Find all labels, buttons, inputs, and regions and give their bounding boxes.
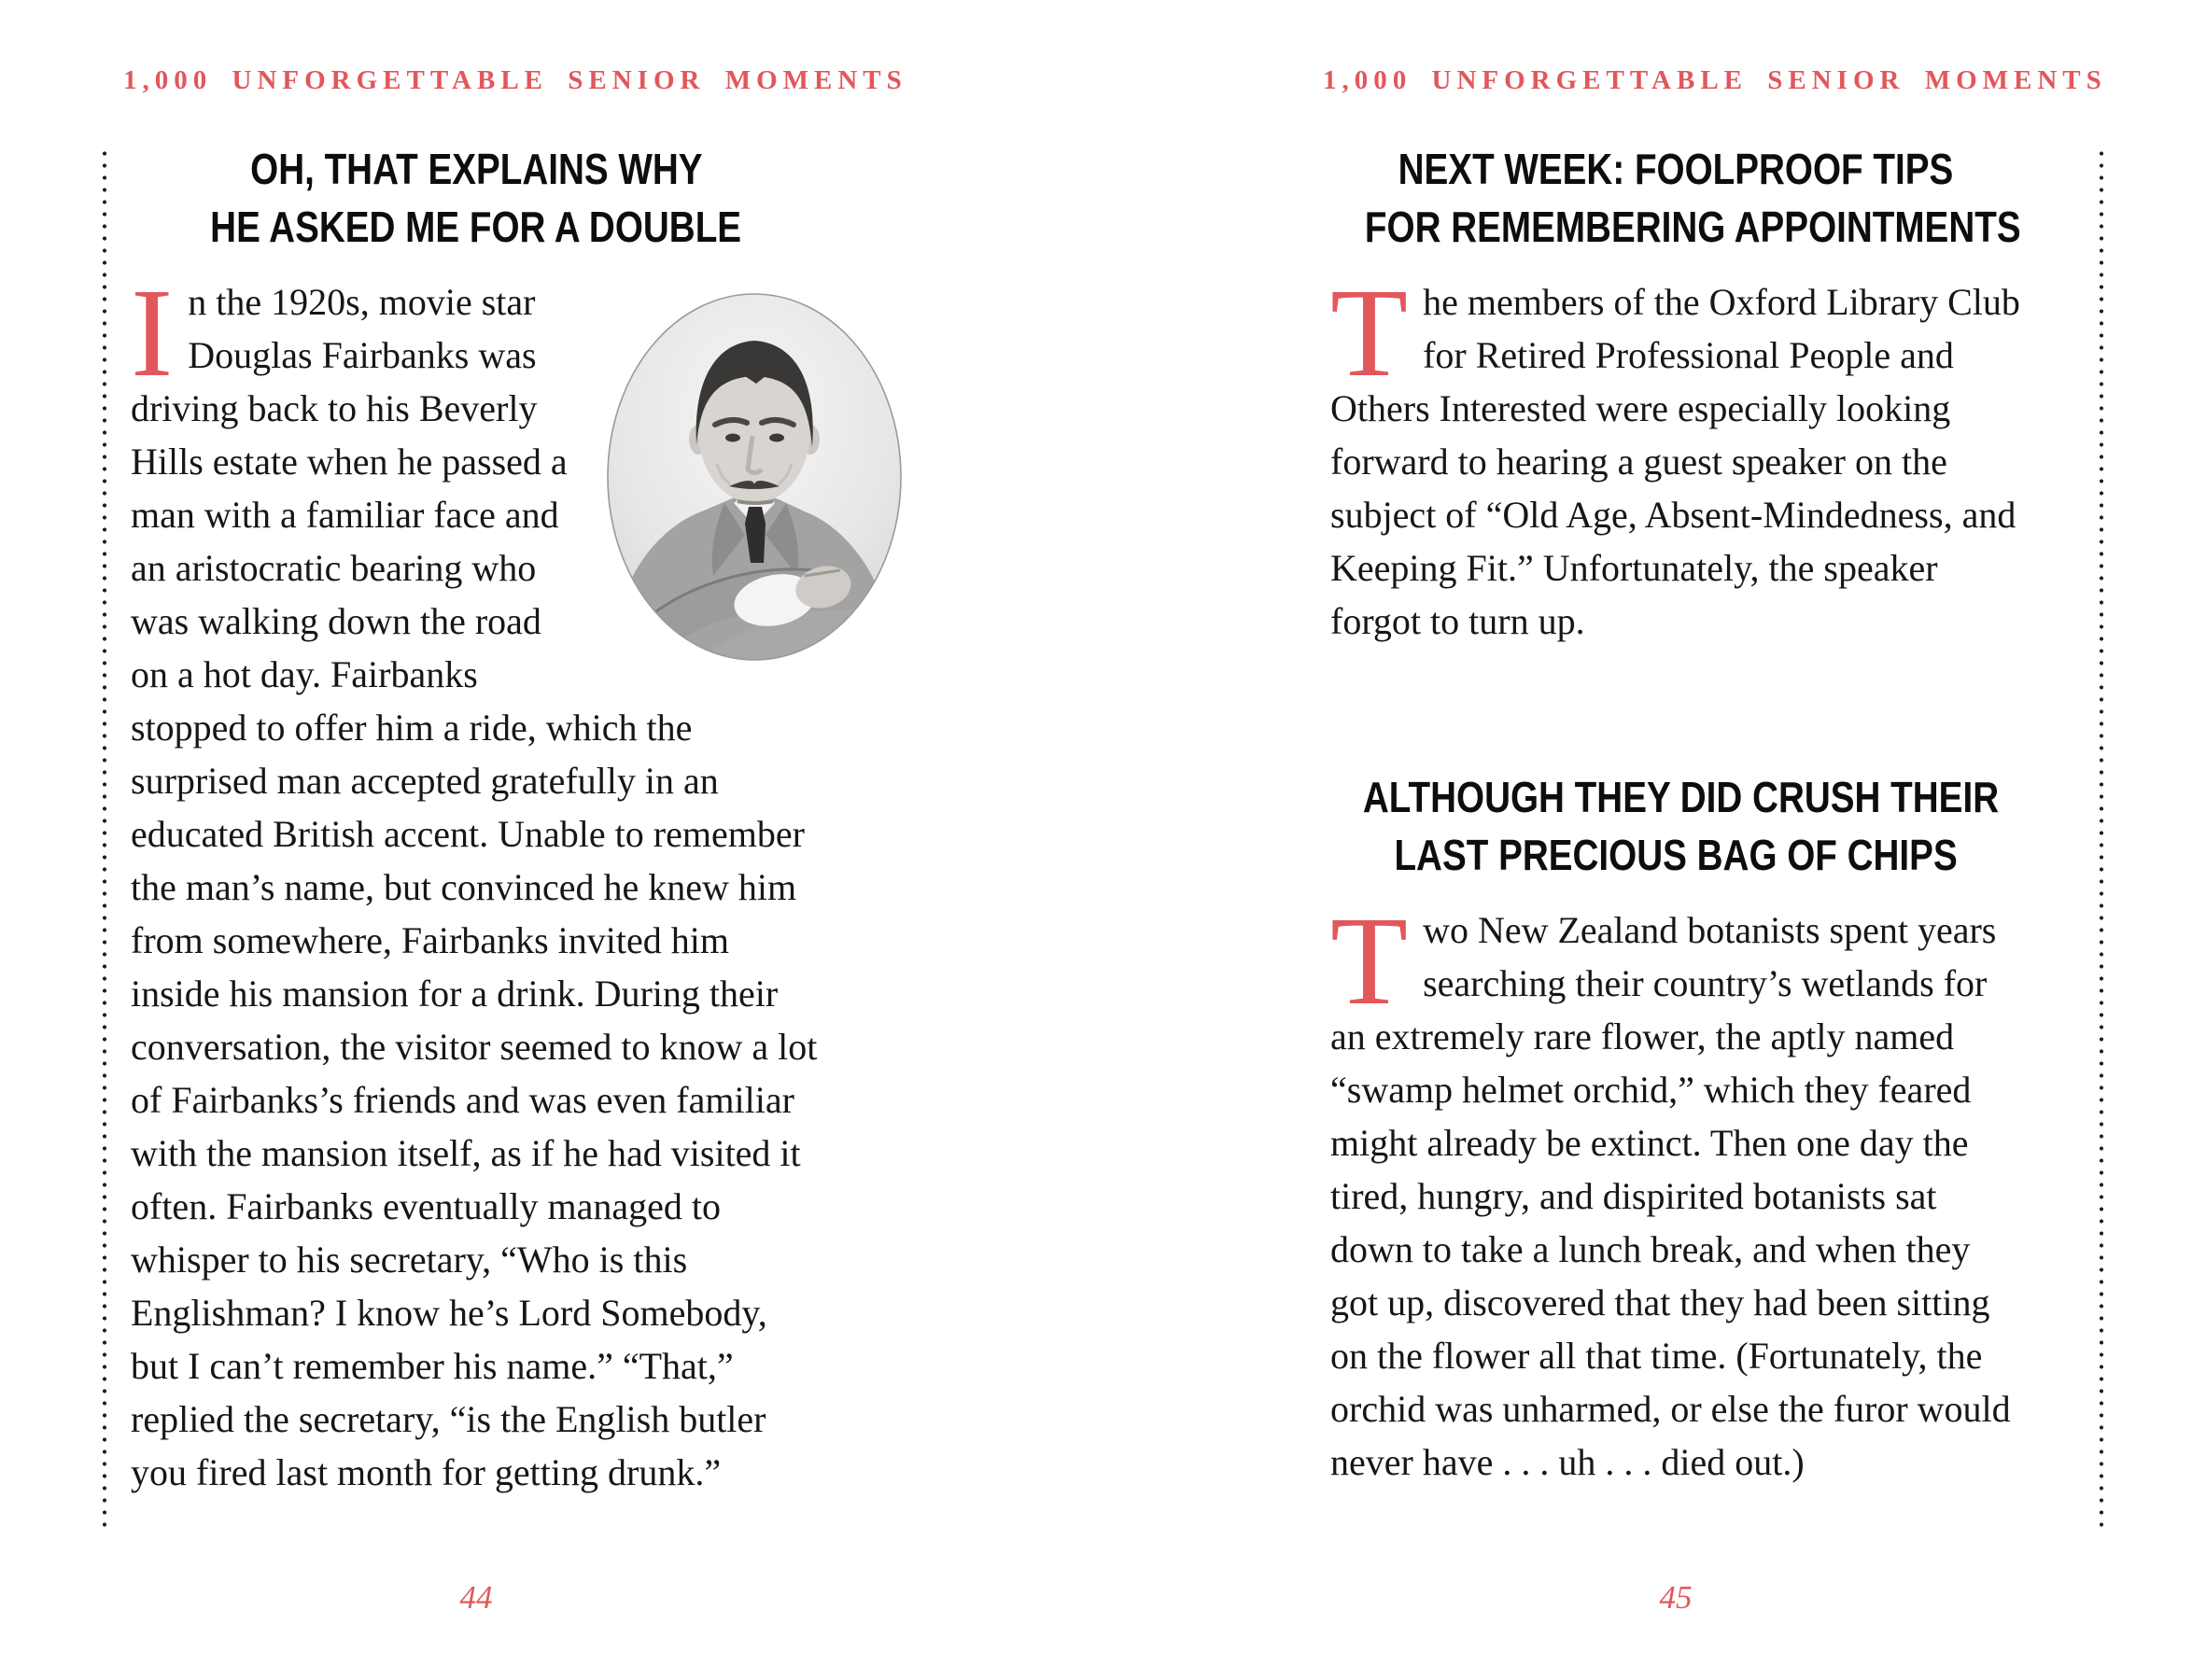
drop-cap-right-1: T xyxy=(1330,263,1409,403)
article-title-line: ALTHOUGH THEY DID CRUSH THEIR xyxy=(1362,773,2000,821)
article-title-line: FOR REMEMBERING APPOINTMENTS xyxy=(1364,203,2021,251)
article-title-line: OH, THAT EXPLAINS WHY xyxy=(249,145,703,193)
drop-cap-left: I xyxy=(131,263,174,403)
douglas-fairbanks-photo xyxy=(605,290,904,664)
page-number-left: 44 xyxy=(459,1579,493,1616)
left-page: 1,000 UNFORGETTABLE SENIOR MOMENTS OH, T… xyxy=(123,0,902,1680)
paragraph-text-left: n the 1920s, movie star Douglas Fairbank… xyxy=(131,281,818,1493)
running-head-right: 1,000 UNFORGETTABLE SENIOR MOMENTS xyxy=(1323,65,2107,95)
article-title-line: NEXT WEEK: FOOLPROOF TIPS xyxy=(1398,145,1954,193)
article-title-left: OH, THAT EXPLAINS WHY HE ASKED ME FOR A … xyxy=(103,140,850,256)
left-page-dotted-border xyxy=(102,147,107,1533)
article-title-right-1: NEXT WEEK: FOOLPROOF TIPS FOR REMEMBERIN… xyxy=(1302,140,2049,256)
article-title-line: LAST PRECIOUS BAG OF CHIPS xyxy=(1394,831,1958,879)
article-title-line: HE ASKED ME FOR A DOUBLE xyxy=(210,203,742,251)
right-page: 1,000 UNFORGETTABLE SENIOR MOMENTS NEXT … xyxy=(1323,0,2101,1680)
paragraph-text-right-1: he members of the Oxford Library Club fo… xyxy=(1330,281,2020,642)
article-title-right-2: ALTHOUGH THEY DID CRUSH THEIR LAST PRECI… xyxy=(1302,768,2049,884)
page-number-right: 45 xyxy=(1659,1579,1693,1616)
running-head-left: 1,000 UNFORGETTABLE SENIOR MOMENTS xyxy=(123,65,907,95)
drop-cap-right-2: T xyxy=(1330,891,1409,1031)
paragraph-text-right-2: wo New Zealand botanists spent years sea… xyxy=(1330,909,2011,1483)
right-page-dotted-border xyxy=(2099,147,2104,1533)
